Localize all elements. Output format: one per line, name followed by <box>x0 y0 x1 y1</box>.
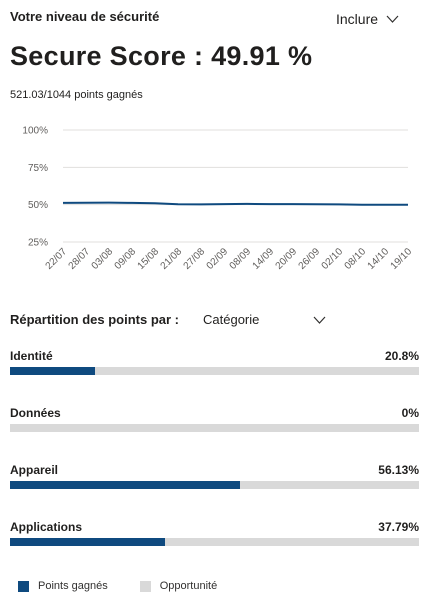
legend-label-opportunity: Opportunité <box>159 580 218 592</box>
legend-item-opportunity: Opportunité <box>139 580 218 592</box>
y-tick-label: 50% <box>28 200 48 211</box>
chevron-down-icon[interactable] <box>313 316 326 324</box>
x-tick-label: 08/09 <box>228 246 254 272</box>
secure-score: Secure Score : 49.91 % <box>10 41 313 71</box>
category-label: Applications <box>10 520 83 534</box>
legend-label-earned: Points gagnés <box>38 580 108 592</box>
x-tick-label: 26/09 <box>297 246 323 272</box>
x-tick-label: 09/08 <box>113 246 139 272</box>
category-label: Données <box>10 406 61 420</box>
y-tick-label: 100% <box>22 126 48 137</box>
x-tick-label: 02/09 <box>205 246 231 272</box>
category-percent: 0% <box>401 406 419 420</box>
category-progress-bar <box>10 481 419 489</box>
x-tick-label: 02/10 <box>320 246 346 272</box>
x-tick-label: 19/10 <box>389 246 415 272</box>
legend-swatch-opportunity <box>139 580 151 592</box>
score-series-line <box>62 201 409 206</box>
x-tick-label: 03/08 <box>90 246 116 272</box>
category-label: Appareil <box>10 463 59 477</box>
legend-swatch-earned <box>18 580 29 592</box>
x-tick-label: 14/09 <box>251 246 277 272</box>
legend-item-earned: Points gagnés <box>18 580 108 592</box>
panel-title: Votre niveau de sécurité <box>10 9 160 24</box>
legend: Points gagnés Opportunité <box>18 580 249 592</box>
chevron-down-icon <box>386 15 399 23</box>
y-tick-label: 75% <box>28 163 48 174</box>
category-label: Identité <box>10 349 53 363</box>
breakdown-label: Répartition des points par : <box>10 312 180 327</box>
x-tick-label: 22/07 <box>44 246 70 272</box>
x-tick-label: 21/08 <box>159 246 185 272</box>
x-tick-label: 27/08 <box>182 246 208 272</box>
points-earned: 521.03/1044 points gagnés <box>10 89 143 101</box>
category-progress-bar <box>10 367 419 375</box>
breakdown-dropdown[interactable]: Catégorie <box>203 312 260 327</box>
category-percent: 37.79% <box>378 520 419 534</box>
x-tick-label: 08/10 <box>343 246 369 272</box>
category-progress-bar <box>10 538 419 546</box>
category-percent: 20.8% <box>384 349 419 363</box>
category-progress-fill <box>10 367 96 375</box>
x-tick-label: 15/08 <box>136 246 162 272</box>
x-tick-label: 14/10 <box>366 246 392 272</box>
category-progress-fill <box>10 481 240 489</box>
category-progress-fill <box>10 538 165 546</box>
include-dropdown[interactable]: Inclure <box>336 11 399 27</box>
x-tick-label: 28/07 <box>67 246 93 272</box>
include-label: Inclure <box>336 11 379 27</box>
x-tick-label: 20/09 <box>274 246 300 272</box>
category-percent: 56.13% <box>378 463 419 477</box>
y-tick-label: 25% <box>28 238 48 249</box>
score-history-chart: 100% 75% 50% 25%22/0728/0703/0809/0815/0821… <box>22 126 415 272</box>
category-progress-bar <box>10 424 419 432</box>
